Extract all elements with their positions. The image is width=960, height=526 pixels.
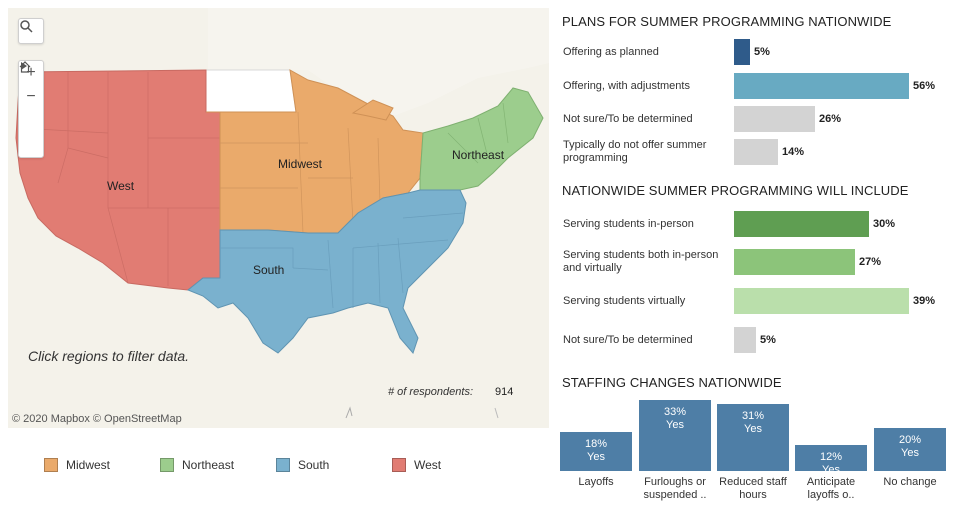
- bar[interactable]: [734, 327, 756, 353]
- staffing-bar[interactable]: 33% Yes: [639, 400, 711, 471]
- bar-label: Serving students virtually: [563, 294, 686, 307]
- staffing-bar-yes: Yes: [744, 423, 762, 435]
- unshaded-state: [205, 69, 297, 113]
- bar[interactable]: [734, 73, 909, 99]
- label-northeast: Northeast: [452, 148, 505, 162]
- staffing-bar[interactable]: 20% Yes: [874, 428, 946, 471]
- staffing-bar-value: 18%: [584, 438, 608, 450]
- legend-swatch: [392, 458, 406, 472]
- respondents-value: 914: [495, 386, 514, 398]
- legend-swatch: [276, 458, 290, 472]
- staffing-bar[interactable]: 31% Yes: [717, 404, 789, 471]
- region-map[interactable]: West Midwest South Northeast + − Click r…: [8, 8, 549, 428]
- include-bar-row[interactable]: Serving students in-person 30%: [563, 210, 943, 238]
- staffing-bar-yes: Yes: [901, 447, 919, 459]
- staffing-bar-label: Layoffs: [578, 476, 614, 488]
- bar-value: 5%: [760, 334, 776, 346]
- map-zoom-controls[interactable]: + −: [18, 60, 44, 158]
- include-bar-row[interactable]: Serving students virtually 39%: [563, 287, 943, 315]
- staffing-bar-yes: Yes: [587, 451, 605, 463]
- bar-value: 30%: [873, 218, 896, 230]
- bar-value: 56%: [913, 80, 936, 92]
- legend-item-northeast[interactable]: Northeast: [160, 458, 234, 472]
- plans-bar-row[interactable]: Typically do not offer summer programmin…: [563, 138, 943, 166]
- legend-swatch: [160, 458, 174, 472]
- staffing-bar-value: 33%: [663, 406, 687, 418]
- region-south[interactable]: [187, 189, 467, 354]
- legend-label: Midwest: [66, 458, 111, 472]
- bar-label: Serving students both in-person and virt…: [563, 249, 719, 274]
- staffing-bar-label: Furloughs or suspended ..: [643, 476, 707, 501]
- bar[interactable]: [734, 39, 750, 65]
- legend-item-midwest[interactable]: Midwest: [44, 458, 110, 472]
- plans-bar-row[interactable]: Offering, with adjustments 56%: [563, 72, 943, 100]
- include-bar-row[interactable]: Not sure/To be determined 5%: [563, 326, 943, 354]
- legend-label: South: [298, 458, 330, 472]
- staffing-bar-value: 20%: [898, 434, 922, 446]
- plans-bar-row[interactable]: Not sure/To be determined 26%: [563, 105, 943, 133]
- legend-label: Northeast: [182, 458, 235, 472]
- bar-value: 26%: [819, 113, 842, 125]
- bar-label: Offering, with adjustments: [563, 79, 690, 92]
- include-bar-row[interactable]: Serving students both in-person and virt…: [563, 248, 943, 276]
- play-arrow-icon[interactable]: [19, 62, 43, 157]
- include-title: NATIONWIDE SUMMER PROGRAMMING WILL INCLU…: [562, 183, 909, 198]
- staffing-title: STAFFING CHANGES NATIONWIDE: [562, 375, 782, 390]
- bar-label: Not sure/To be determined: [563, 333, 693, 346]
- staffing-bar-label: No change: [883, 476, 937, 488]
- respondents-label: # of respondents:: [388, 386, 474, 398]
- legend-label: West: [414, 458, 442, 472]
- bar[interactable]: [734, 288, 909, 314]
- label-midwest: Midwest: [278, 157, 323, 171]
- plans-title: PLANS FOR SUMMER PROGRAMMING NATIONWIDE: [562, 14, 892, 29]
- bar-value: 5%: [754, 46, 770, 58]
- legend-swatch: [44, 458, 58, 472]
- bar-label: Typically do not offer summer programmin…: [563, 139, 707, 164]
- home-icon[interactable]: [19, 61, 43, 133]
- bar[interactable]: [734, 211, 869, 237]
- map-hint: Click regions to filter data.: [28, 348, 190, 364]
- legend-item-south[interactable]: South: [276, 458, 329, 472]
- staffing-bar-yes: Yes: [822, 464, 840, 476]
- map-attribution[interactable]: © 2020 Mapbox © OpenStreetMap: [12, 413, 182, 425]
- bar-label: Offering as planned: [563, 45, 659, 58]
- bar[interactable]: [734, 139, 778, 165]
- staffing-bar-value: 12%: [819, 451, 843, 463]
- map-search-control[interactable]: [18, 18, 44, 44]
- bar-value: 14%: [782, 146, 805, 158]
- label-west: West: [107, 179, 135, 193]
- staffing-bar[interactable]: 12% Yes: [795, 445, 867, 476]
- legend-item-west[interactable]: West: [392, 458, 441, 472]
- plans-bar-row[interactable]: Offering as planned 5%: [563, 38, 943, 66]
- bar-value: 39%: [913, 295, 936, 307]
- bar[interactable]: [734, 106, 815, 132]
- zoom-in-icon[interactable]: +: [26, 64, 36, 81]
- staffing-bar-label: Reduced staff hours: [719, 476, 787, 501]
- staffing-bar-yes: Yes: [666, 419, 684, 431]
- bar[interactable]: [734, 249, 855, 275]
- label-south: South: [253, 263, 284, 277]
- bar-value: 27%: [859, 256, 882, 268]
- staffing-bar-label: Anticipate layoffs o..: [806, 476, 856, 501]
- bar-label: Serving students in-person: [563, 217, 694, 230]
- staffing-bar-value: 31%: [741, 410, 765, 422]
- search-icon[interactable]: [19, 19, 43, 43]
- staffing-bar[interactable]: 18% Yes: [560, 432, 632, 471]
- zoom-out-icon[interactable]: −: [26, 88, 36, 105]
- us-map: West Midwest South Northeast: [8, 8, 549, 428]
- bar-label: Not sure/To be determined: [563, 112, 693, 125]
